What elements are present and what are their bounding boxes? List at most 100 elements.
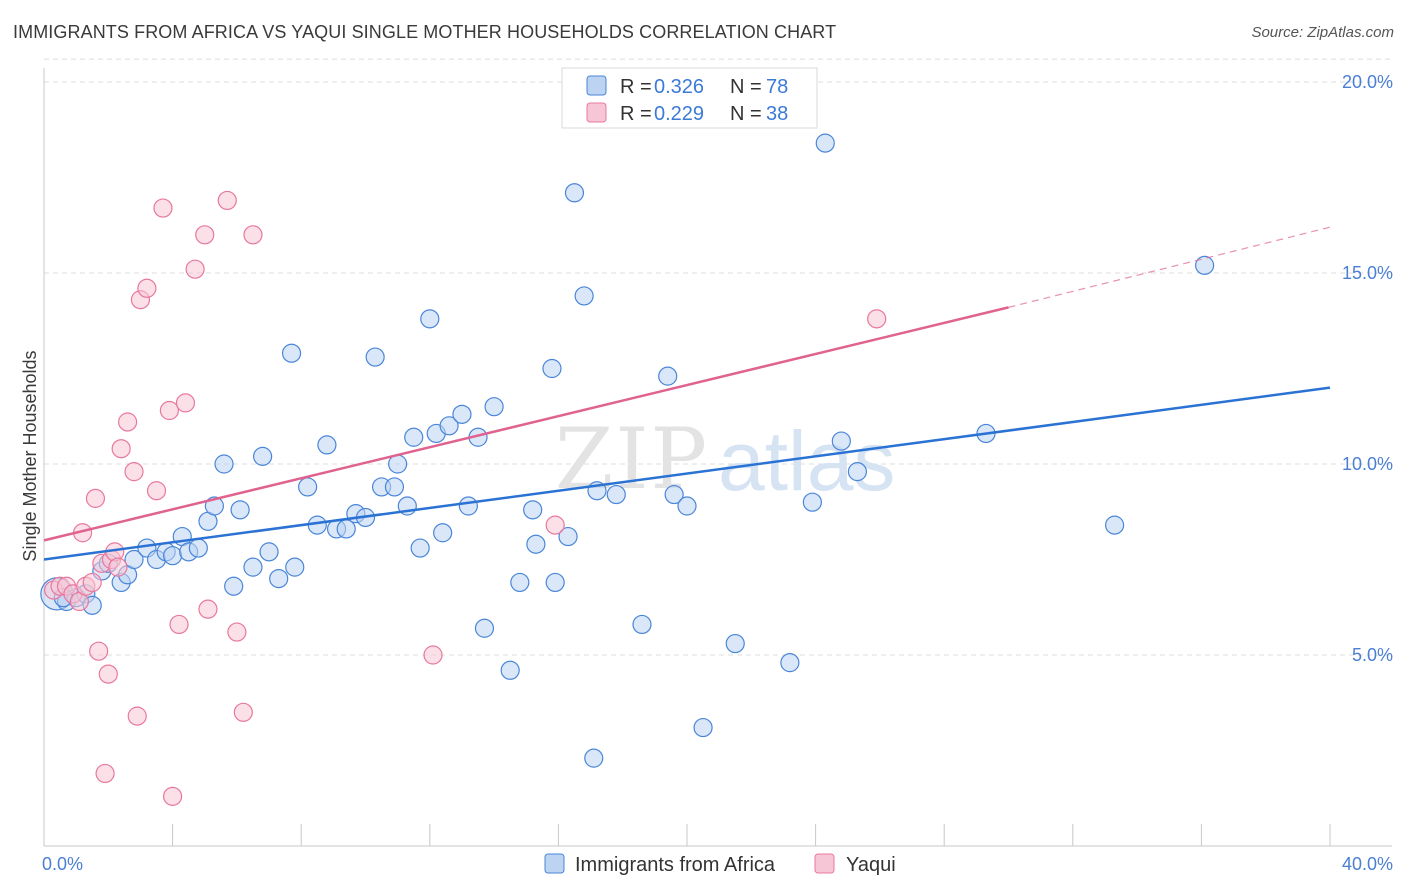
trend-lines	[43, 226, 1331, 561]
trend-line-yaqui	[43, 306, 1009, 542]
point-yaqui	[185, 259, 205, 279]
point-yaqui	[195, 225, 215, 245]
point-africa	[510, 572, 530, 593]
y-tick-label: 10.0%	[1342, 454, 1393, 474]
x-axis-tick-labels: 0.0% 40.0%	[42, 854, 1393, 874]
point-africa	[526, 534, 546, 554]
trend-line-africa	[43, 386, 1331, 561]
series-yaqui	[44, 190, 887, 806]
point-africa	[658, 366, 678, 386]
point-africa	[1195, 255, 1215, 275]
point-africa	[584, 748, 604, 768]
point-africa	[847, 462, 867, 482]
point-africa	[500, 660, 520, 680]
point-africa	[693, 717, 713, 738]
source-label: Source: ZipAtlas.com	[1251, 24, 1394, 41]
point-africa	[404, 427, 424, 447]
point-africa	[815, 133, 835, 153]
point-yaqui	[159, 400, 179, 421]
point-yaqui	[243, 225, 263, 245]
point-yaqui	[867, 309, 887, 329]
point-africa	[780, 653, 800, 673]
chart-title: IMMIGRANTS FROM AFRICA VS YAQUI SINGLE M…	[13, 22, 837, 42]
bottom-legend-swatch-pink	[814, 853, 835, 874]
point-yaqui	[95, 763, 115, 784]
legend-swatch-pink	[586, 102, 607, 123]
bottom-legend-label-yaqui: Yaqui	[846, 854, 896, 876]
point-yaqui	[137, 278, 157, 298]
point-yaqui	[111, 439, 131, 459]
watermark-zip: ZIP	[555, 410, 709, 508]
point-yaqui	[98, 664, 118, 684]
point-africa	[1104, 515, 1125, 535]
point-yaqui	[198, 599, 218, 619]
legend-r-label-1: R =	[620, 76, 652, 98]
stats-legend: R = 0.326 N = 78 R = 0.229 N = 38	[561, 67, 818, 129]
y-axis-label: Single Mother Households	[20, 350, 40, 561]
legend-n-label-1: N =	[730, 76, 762, 98]
point-africa	[677, 496, 697, 516]
series-legend: Immigrants from Africa Yaqui	[544, 853, 896, 876]
point-africa	[452, 404, 472, 424]
point-africa	[285, 557, 305, 577]
point-africa	[298, 477, 318, 497]
y-tick-label: 15.0%	[1342, 263, 1393, 283]
x-tick-label: 40.0%	[1342, 854, 1393, 874]
point-yaqui	[175, 393, 196, 413]
legend-swatch-blue	[586, 75, 607, 96]
point-africa	[542, 358, 562, 379]
bottom-legend-swatch-blue	[544, 853, 565, 874]
trend-line-yaqui-extension	[1008, 226, 1331, 308]
point-yaqui	[117, 412, 138, 432]
point-africa	[802, 492, 822, 512]
point-africa	[230, 500, 250, 520]
watermark-atlas: atlas	[718, 414, 895, 508]
point-africa	[606, 484, 626, 505]
point-africa	[458, 496, 478, 516]
x-axis-ticks	[172, 824, 1331, 846]
point-yaqui	[545, 515, 565, 535]
point-africa	[433, 523, 453, 543]
legend-n-value-2: 38	[766, 103, 788, 125]
point-africa	[124, 549, 144, 570]
point-africa	[384, 477, 405, 497]
point-africa	[632, 614, 652, 635]
point-africa	[545, 572, 565, 593]
point-africa	[564, 183, 585, 203]
point-yaqui	[163, 786, 183, 806]
legend-r-value-2: 0.229	[654, 103, 704, 125]
point-africa	[163, 546, 183, 566]
point-africa	[214, 454, 234, 474]
point-africa	[664, 484, 684, 505]
point-africa	[224, 576, 244, 596]
point-yaqui	[89, 641, 109, 661]
point-yaqui	[85, 488, 106, 508]
point-africa	[558, 526, 578, 547]
point-africa	[410, 538, 430, 558]
point-africa	[484, 397, 504, 417]
point-africa	[281, 343, 302, 363]
point-yaqui	[82, 572, 102, 593]
legend-r-value-1: 0.326	[654, 76, 704, 98]
x-tick-label: 0.0%	[42, 854, 83, 874]
point-yaqui	[233, 702, 253, 722]
point-africa	[269, 568, 289, 589]
legend-n-value-1: 78	[766, 76, 788, 98]
point-africa	[365, 347, 385, 367]
y-axis-tick-labels: 5.0% 10.0% 15.0% 20.0%	[1342, 72, 1393, 665]
legend-r-label-2: R =	[620, 103, 652, 125]
point-africa	[243, 557, 263, 577]
y-tick-label: 5.0%	[1352, 645, 1393, 665]
point-yaqui	[227, 622, 247, 642]
point-africa	[439, 416, 459, 436]
point-africa	[474, 618, 495, 638]
point-yaqui	[127, 706, 147, 726]
bottom-legend-label-africa: Immigrants from Africa	[575, 854, 776, 876]
legend-n-label-2: N =	[730, 103, 762, 125]
point-yaqui	[217, 190, 237, 211]
point-africa	[725, 633, 745, 654]
point-yaqui	[423, 645, 443, 665]
point-yaqui	[146, 481, 167, 501]
point-africa	[317, 435, 337, 455]
